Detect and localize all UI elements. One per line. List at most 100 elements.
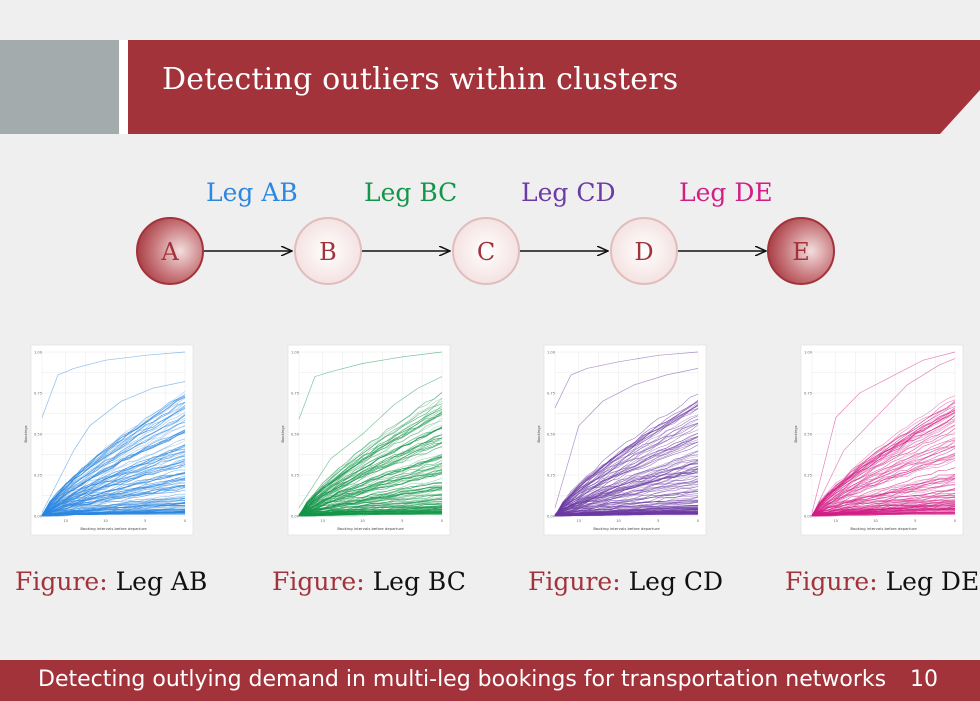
leg-label-bc: Leg BC	[364, 178, 458, 207]
series-lines	[811, 351, 956, 517]
series-line	[554, 408, 699, 516]
series-line	[811, 446, 956, 517]
series-line	[41, 496, 186, 516]
caption-name: Leg BC	[372, 567, 466, 596]
node-e: E	[767, 217, 835, 285]
y-tick-label: 0.50	[804, 433, 813, 437]
caption-name: Leg DE	[885, 567, 980, 596]
series-line	[554, 473, 698, 517]
series-line	[811, 474, 956, 516]
series-line	[811, 440, 956, 517]
svg-text:C: C	[477, 238, 495, 266]
series-line	[41, 440, 186, 517]
series-line	[554, 422, 699, 517]
outlier-line	[554, 368, 699, 508]
series-line	[298, 420, 443, 517]
series-line	[554, 393, 699, 517]
series-line	[812, 513, 956, 517]
series-line	[811, 452, 956, 516]
x-tick-label: 0	[184, 519, 187, 523]
chart-leg-de: 0.00 0.25 0.50 0.75 1.00 15 10 5 0 Booking interv…	[793, 344, 964, 536]
series-line	[298, 505, 442, 516]
series-line	[811, 495, 955, 516]
y-axis-label: Bookings	[536, 425, 541, 442]
x-axis-label: Booking intervals before departure	[850, 526, 917, 531]
x-tick-label: 0	[697, 519, 700, 523]
series-line	[811, 407, 956, 517]
series-line	[811, 424, 956, 516]
svg-text:B: B	[319, 238, 337, 266]
series-line	[298, 468, 443, 517]
series-line	[298, 392, 443, 517]
series-line	[41, 397, 186, 517]
series-line	[554, 478, 699, 516]
leg-label-de: Leg DE	[679, 178, 773, 207]
series-line	[298, 408, 443, 516]
series-line	[811, 440, 956, 517]
series-line	[811, 484, 955, 517]
svg-text:E: E	[792, 238, 810, 266]
series-line	[554, 422, 699, 517]
series-line	[554, 460, 699, 516]
x-tick-label: 5	[401, 519, 403, 523]
series-line	[41, 479, 186, 516]
series-line	[41, 448, 186, 516]
page-number: 10	[910, 667, 938, 692]
series-line	[41, 475, 186, 517]
series-line	[298, 411, 443, 515]
series-line	[41, 405, 186, 516]
x-tick-label: 0	[441, 519, 444, 523]
series-line	[41, 462, 186, 516]
series-line	[41, 459, 186, 517]
chart-leg-bc: 0.00 0.25 0.50 0.75 1.00 15 10 5 0 Booking interv…	[280, 344, 451, 536]
outlier-line	[298, 376, 443, 508]
series-line	[554, 481, 699, 517]
series-line	[41, 430, 186, 517]
series-line	[554, 403, 699, 517]
series-line	[298, 439, 443, 516]
series-line	[298, 488, 443, 517]
series-line	[812, 509, 955, 517]
series-line	[298, 473, 443, 517]
series-line	[554, 407, 699, 517]
series-line	[41, 425, 186, 517]
y-tick-label: 0.00	[291, 515, 300, 519]
series-line	[298, 498, 443, 516]
series-line	[41, 496, 185, 515]
series-line	[811, 442, 956, 516]
series-line	[41, 432, 186, 516]
y-tick-label: 1.00	[291, 351, 300, 355]
x-tick-label: 15	[834, 519, 839, 523]
series-line	[811, 478, 956, 516]
y-axis-label: Bookings	[23, 425, 28, 442]
y-tick-label: 0.50	[547, 433, 556, 437]
caption-prefix: Figure:	[528, 567, 621, 596]
y-tick-label: 0.00	[34, 515, 43, 519]
y-tick-label: 0.75	[547, 392, 555, 396]
series-line	[298, 506, 443, 516]
series-line	[41, 473, 186, 516]
series-line	[811, 418, 956, 517]
series-line	[41, 446, 186, 516]
series-line	[298, 488, 442, 516]
node-a: A	[136, 217, 204, 285]
series-line	[555, 510, 698, 516]
y-tick-label: 1.00	[547, 351, 556, 355]
series-line	[298, 483, 442, 517]
series-line	[41, 438, 186, 516]
x-tick-label: 10	[616, 519, 621, 523]
series-line	[41, 432, 186, 517]
series-line	[554, 418, 699, 517]
y-tick-label: 1.00	[804, 351, 813, 355]
series-line	[41, 502, 186, 516]
slide-title: Detecting outliers within clusters	[162, 62, 679, 97]
series-line	[298, 455, 443, 516]
series-line	[811, 447, 956, 516]
outlier-line	[41, 351, 186, 418]
series-line	[298, 397, 443, 517]
caption-name: Leg CD	[628, 567, 724, 596]
y-axis-label: Bookings	[793, 425, 798, 442]
caption-prefix: Figure:	[15, 567, 108, 596]
y-tick-label: 1.00	[34, 351, 43, 355]
series-line	[554, 493, 699, 517]
